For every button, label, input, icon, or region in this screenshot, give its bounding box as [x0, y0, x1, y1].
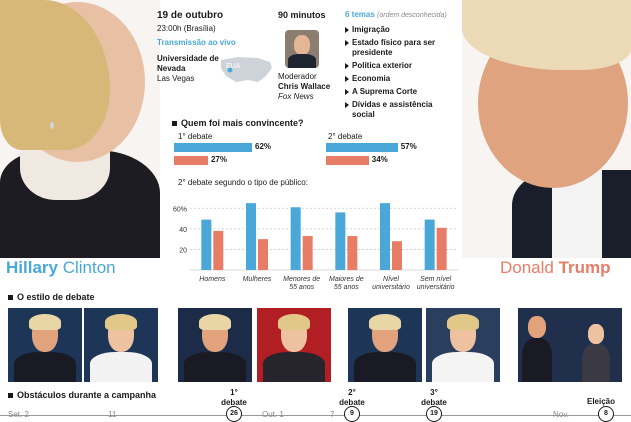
category-label: Sem nível	[420, 276, 452, 283]
timeline-sep-11: 11	[108, 410, 117, 419]
y-tick-label: 40	[179, 227, 187, 234]
moderator-network: Fox News	[278, 92, 314, 101]
category-label: 55 anos	[289, 284, 314, 291]
convincing-bar	[174, 156, 208, 165]
audience-bar	[436, 227, 447, 270]
clinton-name: Hillary Clinton	[6, 258, 116, 277]
clinton-portrait	[0, 0, 160, 258]
category-label: Nível	[383, 276, 399, 283]
square-bullet-icon	[8, 295, 13, 301]
style-title: O estilo de debate	[8, 292, 95, 303]
convincing-value-label: 27%	[210, 155, 227, 164]
trump-portrait	[462, 0, 631, 258]
audience-bar	[424, 219, 435, 270]
square-bullet-icon	[8, 393, 13, 399]
convincing-bar	[326, 143, 398, 152]
debate1-label: 1° debate	[178, 132, 213, 141]
y-tick-label: 60%	[173, 206, 187, 213]
convincing-bar	[326, 156, 369, 165]
topics-note: (ordem desconhecida)	[377, 12, 447, 19]
topics-heading: 6 temas (ordem desconhecida)	[345, 10, 447, 21]
moderator-role: Moderador	[278, 72, 317, 81]
y-tick-label: 20	[179, 247, 187, 254]
topics-title: 6 temas	[345, 10, 375, 19]
venue: Universidade de Nevada	[157, 54, 219, 73]
arrow-icon	[345, 75, 349, 82]
audience-bar	[246, 203, 256, 270]
debate-time: 23:00h (Brasília)	[157, 24, 216, 33]
timeline-debate1: 1° debate	[221, 388, 247, 407]
audience-bar	[213, 230, 224, 270]
arrow-icon	[345, 26, 349, 33]
square-bullet-icon	[172, 121, 177, 127]
venue-city: Las Vegas	[157, 74, 195, 83]
topic-item: Política exterior	[345, 61, 460, 71]
arrow-icon	[345, 88, 349, 95]
debate-photo-trump	[178, 308, 252, 382]
audience-bar	[201, 219, 212, 270]
category-label: 55 anos	[334, 284, 359, 291]
topics-list: Imigração Estado físico para ser preside…	[345, 25, 460, 120]
arrow-icon	[345, 40, 349, 46]
convincing-value-label: 34%	[371, 155, 388, 164]
debate2-label: 2° debate	[328, 132, 363, 141]
topic-item: A Suprema Corte	[345, 87, 460, 97]
timeline-debate3: 3° debate	[421, 388, 447, 407]
map-label: EUA	[226, 63, 241, 70]
debate-photo-trump	[348, 308, 422, 382]
category-label: Homens	[199, 276, 226, 283]
category-label: Mulheres	[243, 276, 272, 283]
usa-map	[221, 57, 272, 82]
duration: 90 minutos	[278, 10, 326, 20]
timeline-out-7: 7	[330, 410, 335, 419]
category-label: Maiores de	[329, 276, 364, 283]
audience-bar	[380, 203, 390, 270]
debate-photo-clinton	[84, 308, 158, 382]
debate-date: 19 de outubro	[157, 10, 224, 21]
audience-bar	[258, 239, 268, 270]
moderator-name: Chris Wallace	[278, 82, 331, 91]
timeline-nov: Nov.	[553, 410, 569, 419]
audience-chart-title: 2° debate segundo o tipo de público:	[178, 178, 308, 187]
category-label: universitário	[372, 284, 410, 291]
timeline-out: Out. 1	[262, 410, 284, 419]
arrow-icon	[345, 62, 349, 69]
category-label: universitário	[417, 284, 455, 291]
timeline-axis	[0, 415, 631, 416]
audience-bar	[335, 212, 346, 270]
convincing-value-label: 57%	[400, 142, 417, 151]
timeline-debate2: 2° debate	[339, 388, 365, 407]
convincing-value-label: 62%	[255, 142, 272, 151]
debate-photo-both	[518, 308, 622, 382]
audience-bar	[302, 236, 313, 270]
audience-bar	[290, 207, 301, 270]
debate-photo-clinton	[257, 308, 331, 382]
convincing-bar	[174, 143, 252, 152]
convincing-title: Quem foi mais convincente?	[172, 118, 304, 129]
obstacles-title: Obstáculos durante a campanha	[8, 390, 156, 401]
topic-item: Estado físico para ser presidente	[345, 38, 460, 58]
broadcast-label: Transmissão ao vivo	[157, 38, 236, 47]
audience-bar	[347, 236, 358, 270]
category-label: Menores de	[283, 276, 320, 283]
trump-name: Donald Trump	[500, 258, 611, 277]
topic-item: Economia	[345, 74, 460, 84]
audience-bar	[392, 241, 402, 270]
topic-item: Dívidas e assistência social	[345, 100, 460, 120]
timeline-election: Eleição	[587, 397, 616, 406]
debate-photo-trump	[8, 308, 82, 382]
debate-photo-clinton	[426, 308, 500, 382]
arrow-icon	[345, 102, 349, 108]
timeline-sep: Set. 2	[8, 410, 29, 419]
topic-item: Imigração	[345, 25, 460, 35]
moderator-photo	[285, 30, 319, 68]
